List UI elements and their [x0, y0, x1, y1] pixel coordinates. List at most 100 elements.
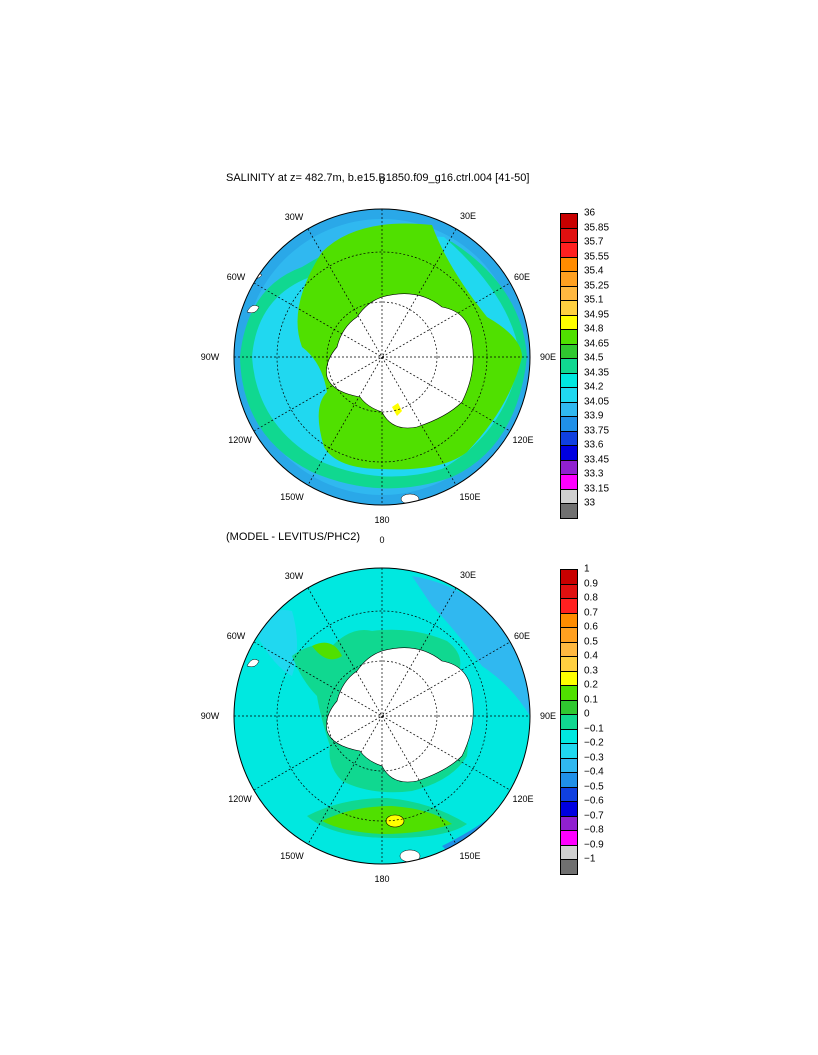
panel2-lon-label: 120E: [512, 794, 534, 804]
panel1-lon-label: 120E: [512, 435, 534, 445]
panel2-lon-label: 30W: [284, 571, 304, 581]
colorbar-swatch: [560, 743, 578, 759]
colorbar-swatch: [560, 844, 578, 860]
colorbar-swatch: [560, 329, 578, 345]
colorbar-label: 0.1: [584, 694, 598, 705]
colorbar-label: 35.55: [584, 251, 610, 262]
colorbar-label: −0.3: [584, 752, 604, 763]
colorbar-swatch: [560, 728, 578, 744]
panel1-lon-label: 60W: [226, 272, 246, 282]
salinity-yellow-patch: [392, 403, 402, 416]
colorbar-swatch: [560, 256, 578, 272]
colorbar-label: 0.5: [584, 636, 598, 647]
colorbar-label: 35.1: [584, 294, 604, 306]
panel1-title: SALINITY at z= 482.7m, b.e15.B1850.f09_g…: [226, 172, 530, 184]
colorbar-label: 0.6: [584, 621, 598, 633]
colorbar-label: 0.7: [584, 607, 598, 618]
salinity-polar-map: [233, 208, 531, 506]
colorbar-swatch: [560, 685, 578, 701]
colorbar-swatch: [560, 314, 578, 330]
panel1-lon-label: 0: [379, 176, 385, 186]
panel1-lon-label: 60E: [513, 272, 531, 282]
colorbar-label: 0.2: [584, 679, 598, 691]
panel1-lon-label: 150W: [280, 492, 304, 502]
colorbar-label: 35.85: [584, 222, 610, 233]
panel2-lon-label: 180: [374, 874, 390, 884]
colorbar-label: 1: [584, 563, 590, 575]
panel1-lon-label: 30E: [459, 211, 477, 221]
colorbar-swatch: [560, 430, 578, 446]
colorbar-swatch: [560, 213, 578, 229]
colorbar-label: 34.35: [584, 367, 610, 378]
colorbar-swatch: [560, 641, 578, 657]
colorbar-swatch: [560, 859, 578, 875]
colorbar-swatch: [560, 699, 578, 715]
panel2-lon-label: 150W: [280, 851, 304, 861]
colorbar-label: 0: [584, 708, 590, 720]
colorbar-label: 0.9: [584, 578, 598, 589]
colorbar-label: 34.95: [584, 309, 610, 320]
colorbar-swatch: [560, 815, 578, 831]
colorbar-swatch: [560, 387, 578, 403]
antarctica-landmass: [326, 293, 474, 429]
colorbar-label: 0.8: [584, 592, 598, 604]
colorbar-swatch: [560, 598, 578, 614]
colorbar-label: 35.7: [584, 236, 604, 248]
colorbar-label: 35.4: [584, 265, 604, 277]
colorbar-label: 33.3: [584, 468, 604, 480]
colorbar-swatch: [560, 459, 578, 475]
colorbar-label: −0.4: [584, 766, 604, 778]
colorbar-swatch: [560, 627, 578, 643]
colorbar-swatch: [560, 285, 578, 301]
colorbar-label: 34.2: [584, 381, 604, 393]
colorbar-label: −0.6: [584, 795, 604, 807]
panel2-title: (MODEL - LEVITUS/PHC2): [226, 531, 361, 543]
colorbar-label: −0.9: [584, 839, 604, 850]
colorbar-label: −0.5: [584, 781, 604, 792]
colorbar-swatch: [560, 488, 578, 504]
colorbar-swatch: [560, 569, 578, 585]
panel1-lon-label: 30W: [284, 212, 304, 222]
colorbar-label: 35.25: [584, 280, 610, 291]
panel1-lon-label: 150E: [459, 492, 481, 502]
panel2-lon-label: 90W: [200, 711, 220, 721]
colorbar-label: 34.65: [584, 338, 610, 349]
colorbar-label: 33.9: [584, 410, 604, 422]
colorbar-swatch: [560, 300, 578, 316]
colorbar-swatch: [560, 416, 578, 432]
colorbar-swatch: [560, 372, 578, 388]
panel2-lon-label: 120W: [228, 794, 252, 804]
colorbar-swatch: [560, 656, 578, 672]
colorbar-label: 33.15: [584, 483, 610, 494]
colorbar-label: 34.05: [584, 396, 610, 407]
colorbar-label: 0.4: [584, 650, 598, 662]
colorbar-label: 36: [584, 207, 596, 219]
colorbar-swatch: [560, 474, 578, 490]
colorbar-swatch: [560, 757, 578, 773]
colorbar-swatch: [560, 242, 578, 258]
colorbar-label: −0.1: [584, 723, 604, 734]
colorbar-label: 33.75: [584, 425, 610, 436]
colorbar-swatch: [560, 401, 578, 417]
colorbar-label: −1: [584, 853, 596, 865]
colorbar-swatch: [560, 445, 578, 461]
panel1-lon-label: 120W: [228, 435, 252, 445]
colorbar-swatch: [560, 670, 578, 686]
colorbar-label: −0.7: [584, 810, 604, 821]
colorbar-label: 0.3: [584, 665, 598, 676]
colorbar-swatch: [560, 271, 578, 287]
colorbar-label: 34.8: [584, 323, 604, 335]
colorbar-label: −0.8: [584, 824, 604, 836]
panel2-lon-label: 30E: [459, 570, 477, 580]
panel2-lon-label: 0: [379, 535, 385, 545]
colorbar-swatch: [560, 343, 578, 359]
panel2-lon-label: 60W: [226, 631, 246, 641]
colorbar-swatch: [560, 830, 578, 846]
colorbar-label: 33.45: [584, 454, 610, 465]
panel2-lon-label: 90E: [539, 711, 557, 721]
panel1-lon-label: 90E: [539, 352, 557, 362]
panel2-lon-label: 60E: [513, 631, 531, 641]
colorbar-swatch: [560, 801, 578, 817]
colorbar-label: 33.6: [584, 439, 604, 451]
panel2-lon-label: 150E: [459, 851, 481, 861]
